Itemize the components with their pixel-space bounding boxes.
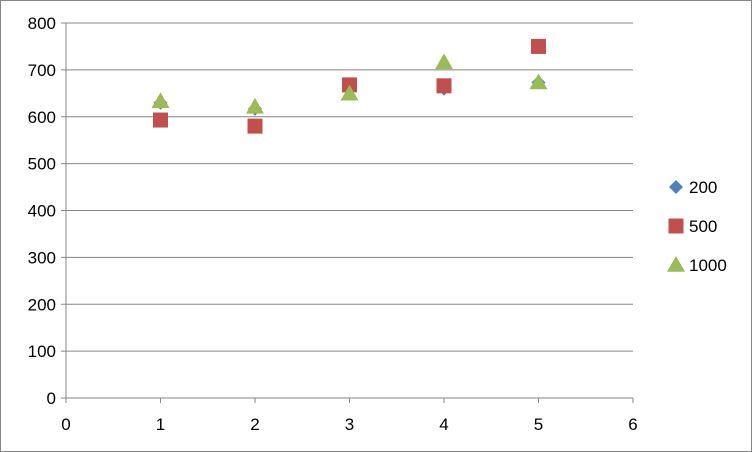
point-series-1000-x1 xyxy=(151,92,170,109)
legend-marker-500 xyxy=(668,218,684,234)
x-tick-label-5: 5 xyxy=(534,415,543,434)
series-1000 xyxy=(151,53,548,114)
y-tick-label-800: 800 xyxy=(28,14,56,33)
legend-item-1000: 1000 xyxy=(667,256,727,275)
legend-marker-1000 xyxy=(667,256,685,272)
point-series-500-x5 xyxy=(531,38,546,54)
y-tick-label-700: 700 xyxy=(28,61,56,80)
x-tick-label-4: 4 xyxy=(439,415,448,434)
legend-marker-200 xyxy=(669,180,683,194)
point-series-1000-x4 xyxy=(435,53,453,70)
legend-label-200: 200 xyxy=(689,178,717,197)
legend-label-1000: 1000 xyxy=(689,256,727,275)
y-axis-tick-labels: 0 100 200 300 400 500 600 700 800 xyxy=(28,14,56,408)
y-tick-label-400: 400 xyxy=(28,202,56,221)
y-tick-label-500: 500 xyxy=(28,155,56,174)
legend-item-200: 200 xyxy=(669,178,717,197)
x-tick-label-0: 0 xyxy=(61,415,70,434)
point-series-1000-x3 xyxy=(340,84,359,101)
x-tick-label-2: 2 xyxy=(250,415,259,434)
legend: 200 500 1000 xyxy=(667,178,727,275)
series-500 xyxy=(153,38,546,134)
y-tick-label-200: 200 xyxy=(28,295,56,314)
y-tick-label-100: 100 xyxy=(28,342,56,361)
axes xyxy=(61,22,634,403)
y-tick-label-600: 600 xyxy=(28,108,56,127)
point-series-500-x4 xyxy=(436,78,452,94)
point-series-500-x1 xyxy=(153,112,168,128)
point-series-1000-x2 xyxy=(246,97,264,114)
y-tick-label-300: 300 xyxy=(28,248,56,267)
x-axis-tick-labels: 0 1 2 3 4 5 6 xyxy=(61,415,637,434)
point-series-1000-x5 xyxy=(529,73,548,90)
data-points xyxy=(151,38,548,134)
x-tick-label-1: 1 xyxy=(156,415,165,434)
legend-item-500: 500 xyxy=(668,217,717,236)
point-series-500-x2 xyxy=(247,118,263,134)
y-tick-label-0: 0 xyxy=(47,389,56,408)
gridlines xyxy=(66,22,633,352)
x-tick-label-6: 6 xyxy=(628,415,637,434)
legend-label-500: 500 xyxy=(689,217,717,236)
x-tick-label-3: 3 xyxy=(345,415,354,434)
